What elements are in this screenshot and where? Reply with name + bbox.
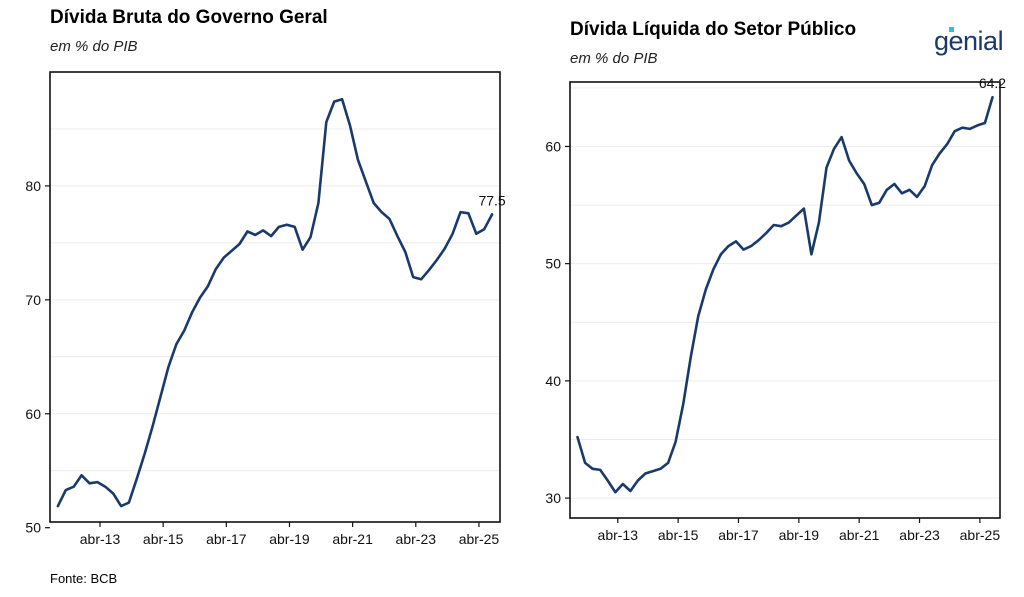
chart-title-left: Dívida Bruta do Governo Geral: [50, 7, 328, 28]
y-tick-label: 50: [545, 256, 561, 272]
y-tick-label: 60: [545, 138, 561, 154]
x-tick-label: abr-25: [960, 527, 1001, 543]
y-tick-label: 80: [25, 178, 41, 194]
chart-left-panel: 50 60 70 80 abr-13 abr-15 abr-17 abr-19 abr-21 ab…: [25, 71, 506, 547]
x-tick-label: abr-15: [658, 527, 699, 543]
chart-title-right: Dívida Líquida do Setor Público: [570, 19, 857, 40]
x-tick-label: abr-19: [269, 531, 310, 547]
x-tick-label: abr-21: [332, 531, 373, 547]
last-value-label: 77.5: [478, 192, 505, 208]
x-tick-label: abr-13: [80, 531, 121, 547]
x-tick-label: abr-19: [779, 527, 820, 543]
x-tick-label: abr-23: [899, 527, 940, 543]
logo-accent-dot: [949, 27, 954, 32]
chart-right-panel: 30 40 50 60 abr-13 abr-15 abr-17 abr-19 abr-21 ab…: [545, 75, 1006, 543]
genial-logo-icon: genial: [934, 26, 1004, 57]
x-tick-label: abr-23: [396, 531, 437, 547]
x-tick-label: abr-25: [459, 531, 500, 547]
series-line: [56, 98, 494, 508]
y-tick-label: 70: [25, 292, 41, 308]
logo-text: genial: [934, 26, 1004, 56]
x-tick-label: abr-15: [143, 531, 184, 547]
chart-subtitle-left: em % do PIB: [50, 38, 138, 55]
plot-frame: [569, 81, 1001, 519]
x-tick-label: abr-17: [718, 527, 759, 543]
x-tick-label: abr-13: [598, 527, 639, 543]
x-tick-label: abr-21: [839, 527, 880, 543]
plot-frame: [49, 71, 501, 523]
series-line: [576, 95, 994, 494]
y-tick-label: 50: [25, 520, 41, 536]
y-tick-label: 30: [545, 490, 561, 506]
chart-subtitle-right: em % do PIB: [570, 50, 658, 67]
x-tick-label: abr-17: [206, 531, 247, 547]
last-value-label: 64.2: [979, 75, 1006, 91]
y-tick-label: 60: [25, 406, 41, 422]
y-tick-label: 40: [545, 373, 561, 389]
source-note: Fonte: BCB: [50, 571, 118, 586]
